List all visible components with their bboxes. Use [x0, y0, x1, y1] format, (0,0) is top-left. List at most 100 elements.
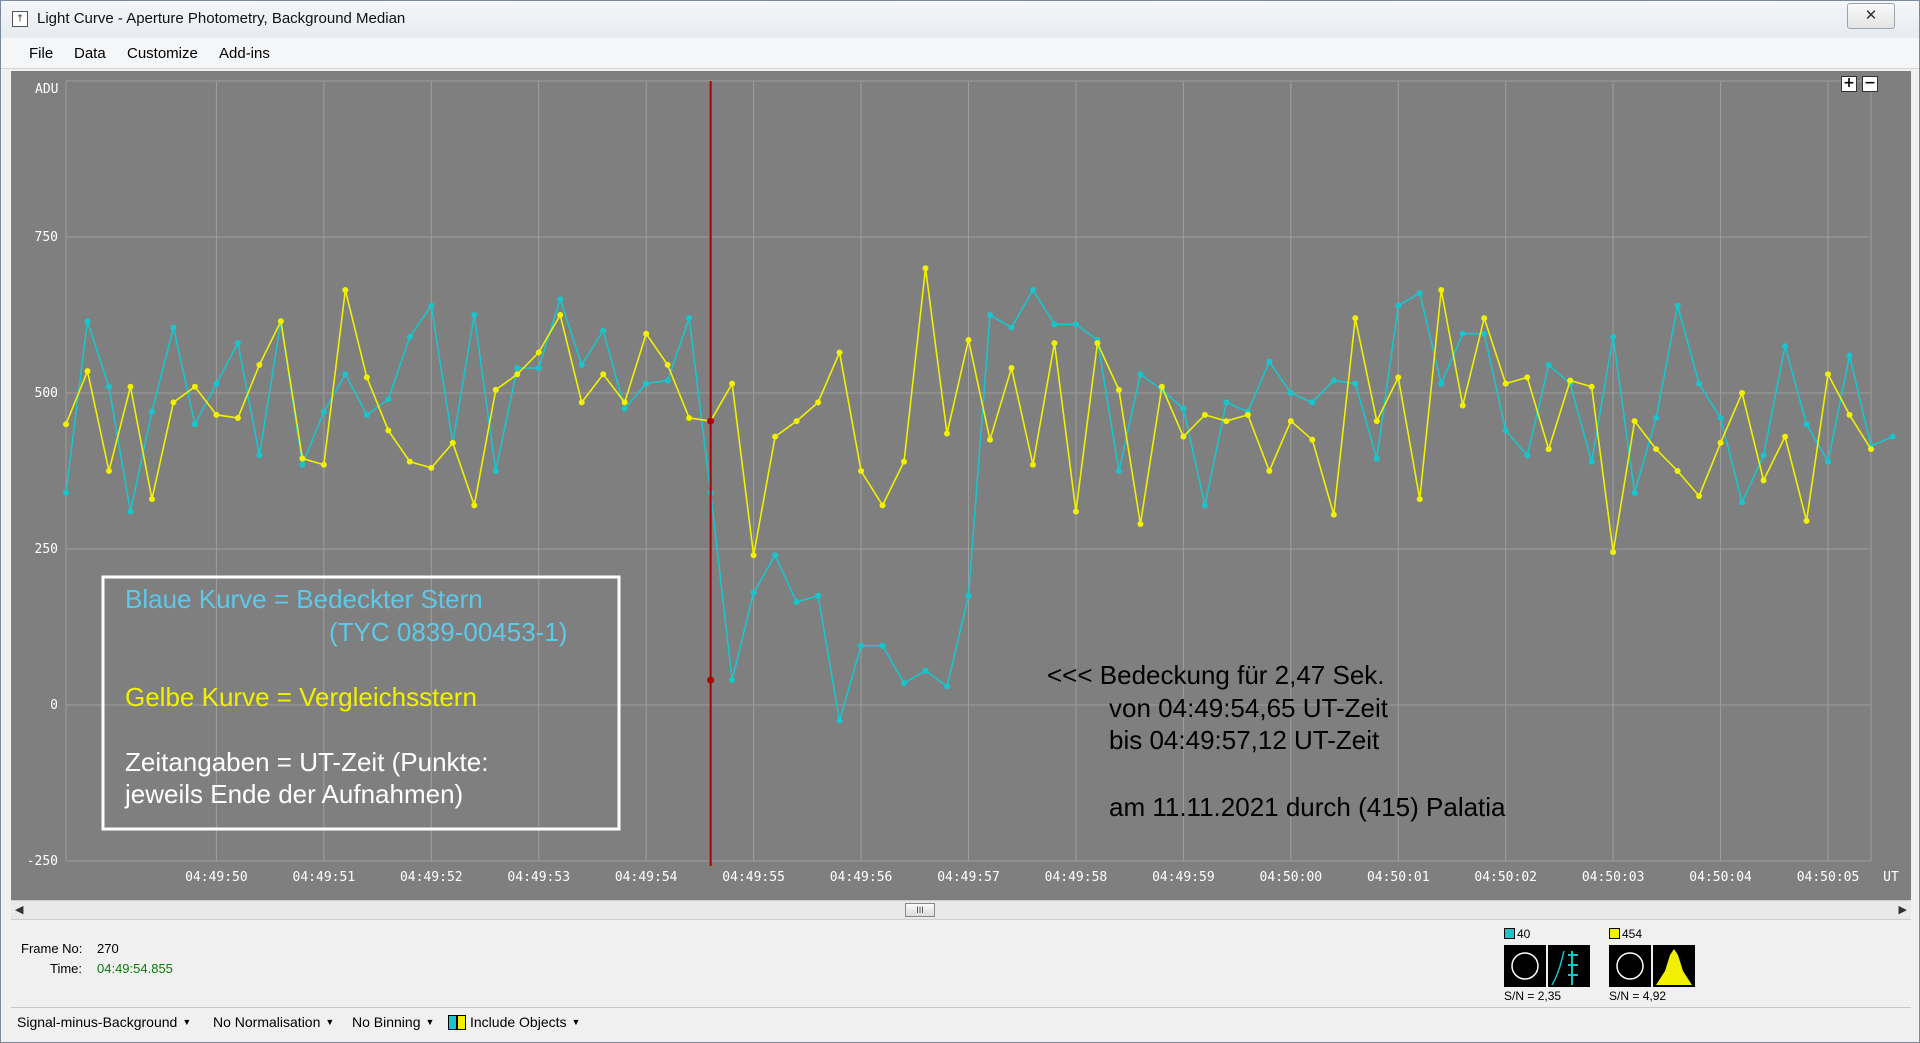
yellow-curve-point [1653, 446, 1660, 453]
yellow-curve-point [1051, 340, 1058, 347]
yellow-curve-point [557, 312, 564, 318]
menu-bar: File Data Customize Add-ins [1, 38, 1919, 69]
blue-curve-point [1653, 414, 1660, 421]
blue-curve-point [1029, 287, 1036, 294]
y-tick-label: -250 [27, 854, 58, 869]
time-label: Time: [50, 961, 83, 976]
blue-curve-point [1803, 421, 1810, 428]
yellow-curve-point [1846, 411, 1853, 418]
blue-curve-point [471, 312, 478, 318]
blue-curve-point [1137, 371, 1144, 378]
blue-curve-point [320, 408, 327, 415]
yellow-curve-point [428, 464, 435, 471]
scroll-left-arrow-icon[interactable]: ◀ [15, 903, 24, 916]
x-tick-label: 04:49:54 [615, 870, 678, 885]
blue-curve-point [148, 408, 155, 415]
psf-profile-icon [1551, 950, 1578, 986]
yellow-curve-point [944, 430, 951, 437]
yellow-curve-point [1352, 315, 1359, 322]
yellow-curve-point [1395, 374, 1402, 381]
x-tick-label: 04:49:58 [1045, 870, 1108, 885]
horizontal-scrollbar[interactable]: ◀ III ▶ [11, 900, 1911, 920]
yellow-curve-point [105, 468, 112, 474]
menu-file[interactable]: File [29, 45, 54, 62]
blue-curve-point [234, 340, 241, 347]
aperture-thumbnail [1504, 945, 1546, 987]
signal-mode-dropdown[interactable]: Signal-minus-Background ▼ [17, 1014, 192, 1030]
yellow-curve-point [191, 383, 198, 390]
scroll-right-arrow-icon[interactable]: ▶ [1898, 903, 1907, 916]
blue-curve-point [170, 324, 177, 331]
yellow-curve-point [1459, 402, 1466, 409]
blue-curve-point [1352, 380, 1359, 387]
blue-curve-point [256, 452, 263, 459]
yellow-curve-point [1438, 287, 1445, 294]
yellow-curve-point [729, 380, 736, 387]
blue-curve-point [1287, 390, 1294, 396]
object-badge-454[interactable]: 454 [1609, 927, 1642, 941]
yellow-curve-point [1825, 371, 1832, 378]
yellow-curve-point [1803, 517, 1810, 524]
blue-curve-point [1717, 414, 1724, 421]
binning-dropdown[interactable]: No Binning ▼ [352, 1014, 435, 1030]
yellow-curve-point [1115, 386, 1122, 393]
yellow-curve-point [1610, 549, 1617, 556]
yellow-curve-point [772, 433, 779, 440]
object-badge-40[interactable]: 40 [1504, 927, 1530, 941]
blue-curve-point [836, 717, 843, 724]
blue-curve-point [750, 589, 757, 596]
normalisation-dropdown[interactable]: No Normalisation ▼ [213, 1014, 335, 1030]
blue-curve-point [1115, 468, 1122, 474]
blue-curve-point [1266, 358, 1273, 365]
yellow-curve-point [1094, 340, 1101, 347]
blue-curve-point [1524, 452, 1531, 459]
blue-curve-point [1782, 343, 1789, 350]
light-curve-plot[interactable]: -250 0 250 500 750 04:49:50 04:49:51 04:49:52 04… [11, 71, 1911, 901]
yellow-curve-point [965, 336, 972, 343]
yellow-curve-point [1588, 383, 1595, 390]
yellow-curve-point [1567, 377, 1574, 384]
include-objects-icon [448, 1015, 457, 1030]
yellow-curve-point [793, 418, 800, 425]
yellow-curve-point [901, 458, 908, 465]
legend-box [101, 575, 621, 831]
menu-data[interactable]: Data [74, 45, 106, 62]
yellow-curve-point [1717, 439, 1724, 446]
yellow-curve-point [514, 371, 521, 378]
blue-curve-point [385, 396, 392, 403]
zoom-out-button[interactable]: − [1862, 76, 1878, 92]
yellow-curve-point [1782, 433, 1789, 440]
yellow-curve-point [1373, 418, 1380, 425]
x-tick-label: 04:49:55 [722, 870, 785, 885]
blue-curve-point [299, 461, 306, 468]
blue-curve-point [664, 377, 671, 384]
scrollbar-thumb[interactable]: III [905, 903, 935, 917]
yellow-curve-point [815, 399, 822, 406]
app-icon: † [12, 11, 28, 27]
yellow-curve-point [148, 496, 155, 503]
object-color-swatch [1609, 928, 1620, 939]
yellow-curve-point [686, 414, 693, 421]
zoom-in-button[interactable]: + [1841, 76, 1857, 92]
x-tick-label: 04:49:53 [507, 870, 570, 885]
yellow-curve-point [1545, 446, 1552, 453]
yellow-curve-point [363, 374, 370, 381]
blue-curve-point [1545, 361, 1552, 368]
x-tick-label: 04:50:00 [1260, 870, 1323, 885]
blue-curve-point [815, 592, 822, 599]
yellow-curve-point [170, 399, 177, 406]
yellow-curve-point [1287, 418, 1294, 425]
aperture-circle-icon [1511, 952, 1539, 980]
menu-add-ins[interactable]: Add-ins [219, 45, 270, 62]
y-axis-label: ADU [35, 82, 58, 97]
blue-curve-point [342, 371, 349, 378]
occultation-note: <<< Bedeckung für 2,47 Sek. [1047, 660, 1385, 690]
blue-curve-point [84, 318, 91, 325]
menu-customize[interactable]: Customize [127, 45, 198, 62]
include-objects-dropdown[interactable]: Include Objects ▼ [448, 1014, 580, 1030]
yellow-curve-point [256, 361, 263, 368]
yellow-curve-point [1696, 492, 1703, 499]
blue-curve-point [1201, 502, 1208, 509]
yellow-curve-point [84, 368, 91, 375]
close-button[interactable]: ✕ [1847, 3, 1895, 29]
